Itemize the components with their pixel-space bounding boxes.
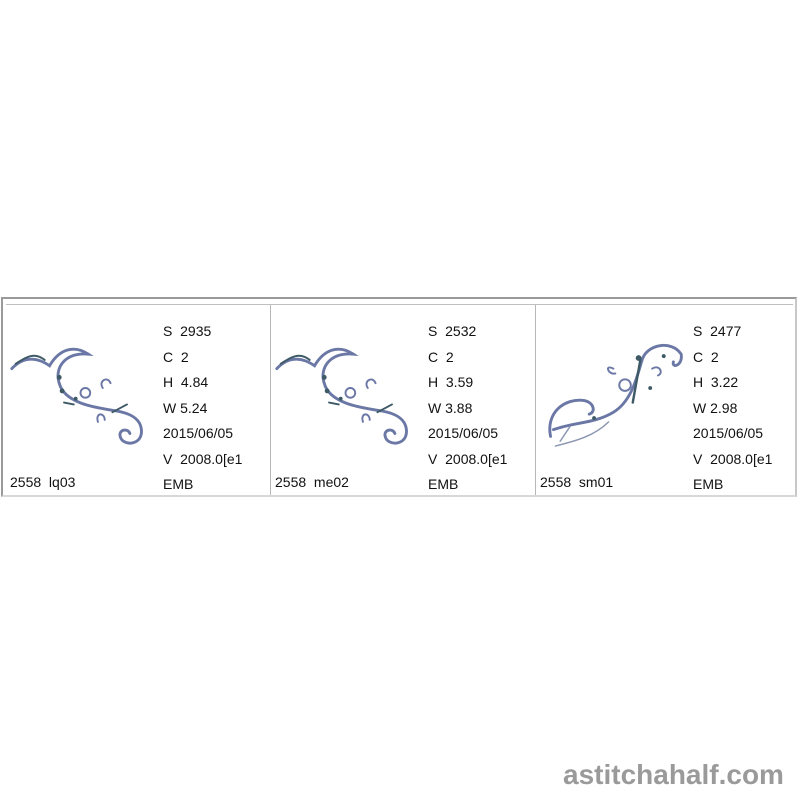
design-format: EMB: [693, 476, 724, 492]
stitch-count: S 2935: [163, 323, 212, 339]
design-name: 2558 me02: [275, 474, 349, 490]
embroidery-swirl-preview-image: [275, 347, 408, 445]
design-info: S 2532 C 2 H 3.59 W 3.88 2015/06/05 V 2008.0[…: [428, 319, 528, 498]
stitch-count: S 2477: [693, 323, 742, 339]
stitch-count: S 2532: [428, 323, 477, 339]
color-count: C 2: [163, 348, 189, 365]
design-height: H 4.84: [163, 374, 209, 390]
color-count: C 2: [428, 348, 454, 365]
design-format: EMB: [163, 476, 194, 492]
design-date: 2015/06/05: [163, 425, 234, 441]
design-date: 2015/06/05: [693, 425, 764, 441]
embroidery-swirl-preview-image: [10, 347, 143, 445]
color-count: C 2: [693, 348, 719, 365]
design-height: H 3.59: [428, 374, 474, 390]
design-width: W 2.98: [693, 399, 738, 416]
design-format: EMB: [428, 476, 459, 492]
design-date: 2015/06/05: [428, 425, 499, 441]
design-info: S 2477 C 2 H 3.22 W 2.98 2015/06/05 V 2008.0[…: [693, 319, 793, 498]
design-height: H 3.22: [693, 374, 739, 390]
watermark-text: astitchahalf.com: [563, 759, 784, 790]
design-name: 2558 lq03: [10, 474, 76, 490]
design-version: V 2008.0[e1: [163, 450, 243, 467]
design-cell-me02[interactable]: 2558 me02 S 2532 C 2 H 3.59 W 3.88 2015/06/0…: [271, 305, 536, 495]
design-version: V 2008.0[e1: [693, 450, 773, 467]
design-name: 2558 sm01: [540, 474, 614, 490]
design-thumbnail-panel: 2558 lq03 S 2935 C 2 H 4.84 W 5.24 2015/06/0…: [1, 297, 797, 497]
design-version: V 2008.0[e1: [428, 450, 508, 467]
design-cell-sm01[interactable]: 2558 sm01 S 2477 C 2 H 3.22 W 2.98 2015/06/0…: [536, 305, 797, 495]
design-cell-lq03[interactable]: 2558 lq03 S 2935 C 2 H 4.84 W 5.24 2015/06/0…: [6, 305, 271, 495]
design-width: W 3.88: [428, 399, 473, 416]
embroidery-swirl-preview-image: [548, 344, 683, 447]
design-width: W 5.24: [163, 399, 208, 416]
design-info: S 2935 C 2 H 4.84 W 5.24 2015/06/05 V 2008.0[…: [163, 319, 263, 498]
